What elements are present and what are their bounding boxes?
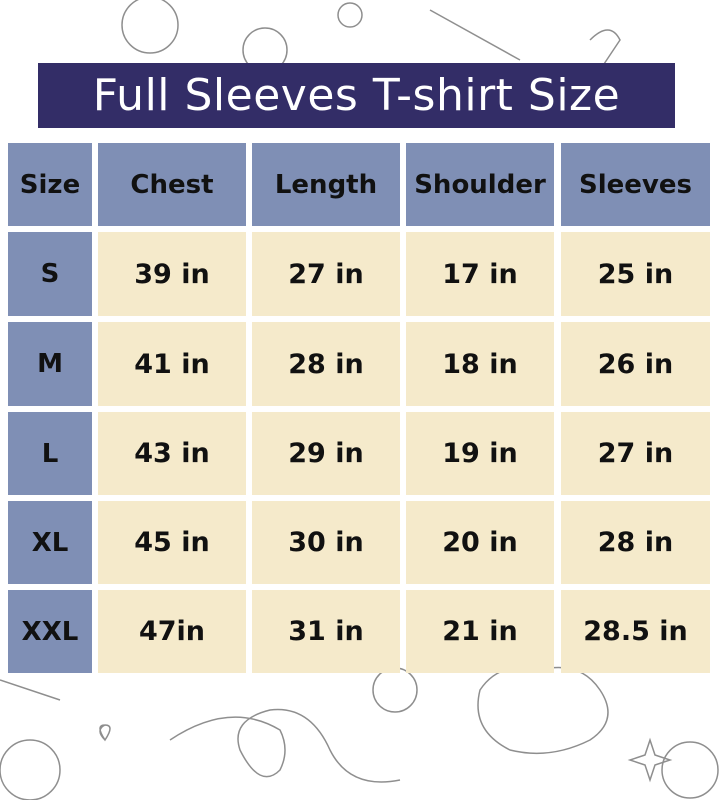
size-label-cell: S — [8, 232, 92, 316]
sheep-icon — [477, 666, 609, 755]
page-title: Full Sleeves T-shirt Size — [38, 63, 675, 128]
measurement-cell: 25 in — [561, 232, 710, 316]
measurement-cell: 28 in — [252, 322, 400, 406]
measurement-cell: 19 in — [406, 412, 554, 495]
button-icon — [337, 2, 363, 28]
measurement-cell: 31 in — [252, 590, 400, 673]
measurement-cell: 43 in — [98, 412, 246, 495]
measurement-cell: 21 in — [406, 590, 554, 673]
measurement-cell: 27 in — [252, 232, 400, 316]
yarn-strand — [169, 708, 401, 783]
header-cell-sleeves: Sleeves — [561, 143, 710, 226]
measurement-cell: 47in — [98, 590, 246, 673]
measurement-cell: 29 in — [252, 412, 400, 495]
heart-icon — [99, 724, 111, 742]
measurement-cell: 30 in — [252, 501, 400, 584]
measurement-cell: 41 in — [98, 322, 246, 406]
measurement-cell: 17 in — [406, 232, 554, 316]
measurement-cell: 20 in — [406, 501, 554, 584]
measurement-cell: 28.5 in — [561, 590, 710, 673]
needle-icon — [0, 679, 61, 701]
measurement-cell: 39 in — [98, 232, 246, 316]
measurement-cell: 18 in — [406, 322, 554, 406]
header-cell-length: Length — [252, 143, 400, 226]
header-cell-chest: Chest — [98, 143, 246, 226]
yarn-ball-icon — [661, 741, 719, 799]
size-label-cell: M — [8, 322, 92, 406]
yarn-ball-icon — [121, 0, 179, 54]
size-label-cell: XL — [8, 501, 92, 584]
button-icon — [372, 667, 418, 713]
size-label-cell: XXL — [8, 590, 92, 673]
measurement-cell: 28 in — [561, 501, 710, 584]
needle-icon — [429, 9, 521, 61]
header-cell-size: Size — [8, 143, 92, 226]
yarn-ball-icon — [0, 739, 61, 800]
size-label-cell: L — [8, 412, 92, 495]
header-cell-shoulder: Shoulder — [406, 143, 554, 226]
measurement-cell: 26 in — [561, 322, 710, 406]
measurement-cell: 45 in — [98, 501, 246, 584]
safety-pin-icon — [579, 29, 621, 101]
sparkle-icon — [627, 737, 673, 783]
measurement-cell: 27 in — [561, 412, 710, 495]
